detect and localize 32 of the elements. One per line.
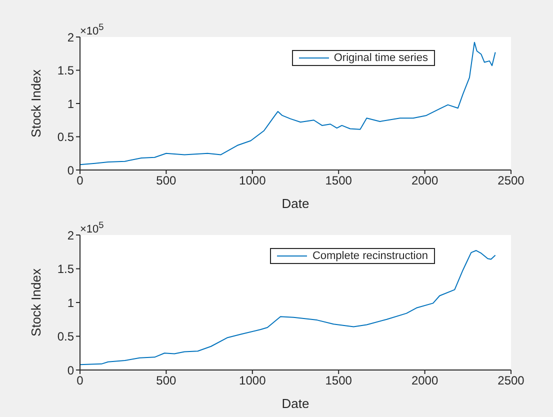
y-tick-label: 1.5 bbox=[57, 64, 74, 78]
y-tick-label: 0.5 bbox=[57, 130, 74, 144]
annotation: ×10$^{5}$ bbox=[80, 22, 104, 38]
y-tick-label: 1 bbox=[67, 96, 74, 111]
x-tick-label: 500 bbox=[156, 174, 177, 188]
x-tick-label: 1000 bbox=[239, 374, 266, 388]
line-series bbox=[80, 250, 496, 366]
annotation: ×10$^{5}$ bbox=[80, 220, 104, 236]
y-tick-label: 1.5 bbox=[57, 262, 74, 276]
x-tick-label: 1500 bbox=[325, 374, 352, 388]
y-tick-label: 0.5 bbox=[57, 330, 74, 344]
x-tick-label: 2500 bbox=[498, 374, 525, 388]
x-tick-label: 1000 bbox=[239, 174, 266, 188]
y-tick-label: 1 bbox=[67, 296, 74, 310]
x-axis-title: Date bbox=[282, 196, 310, 211]
x-tick-label: 2500 bbox=[498, 174, 525, 188]
x-tick-label: 2000 bbox=[411, 374, 438, 388]
x-tick-label: 500 bbox=[156, 374, 177, 388]
y-tick-label: 2 bbox=[67, 228, 74, 242]
y-axis-title: Stock Index bbox=[28, 69, 44, 138]
x-tick-label: 2000 bbox=[411, 174, 438, 188]
y-tick-label: 0 bbox=[67, 163, 74, 178]
x-tick-label: 1500 bbox=[325, 174, 352, 188]
y-axis-title: Stock Index bbox=[28, 268, 44, 336]
x-tick-label: 0 bbox=[76, 374, 84, 388]
line-series bbox=[80, 42, 496, 166]
x-axis-title: Date bbox=[282, 396, 310, 411]
legend-label: Original time series bbox=[334, 52, 428, 64]
y-tick-label: 2 bbox=[67, 30, 74, 44]
y-tick-label: 0 bbox=[67, 363, 74, 378]
x-tick-label: 0 bbox=[76, 174, 84, 188]
legend-label: Complete recinstruction bbox=[312, 250, 428, 262]
